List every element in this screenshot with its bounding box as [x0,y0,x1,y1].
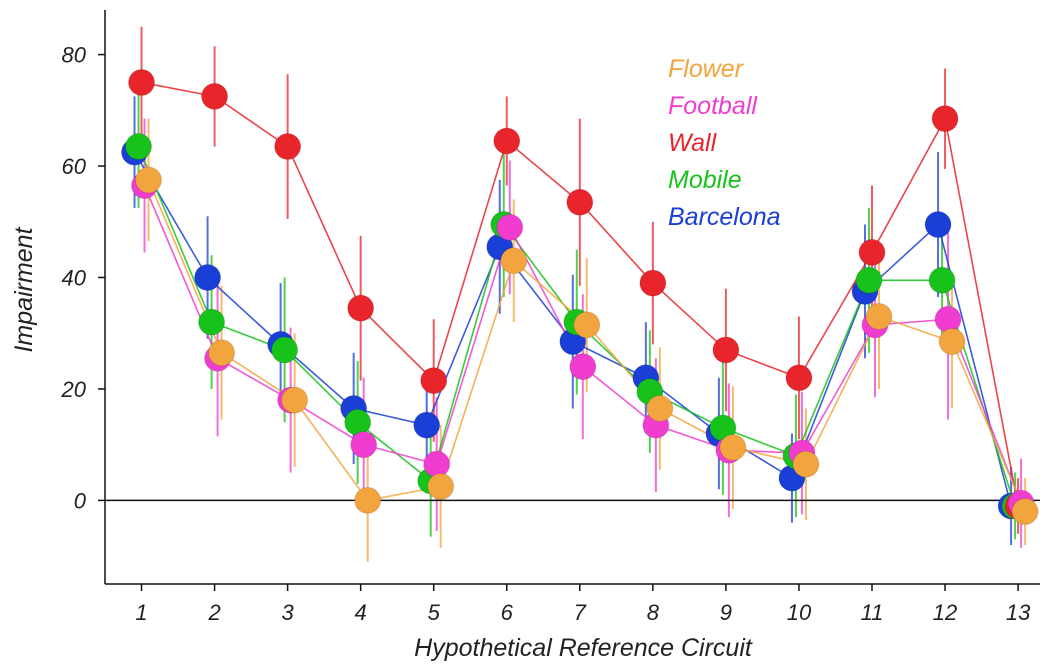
mobile-point-1 [125,133,153,161]
football-point-5 [423,450,451,478]
football-point-6 [496,213,524,241]
flower-point-11 [865,303,893,331]
barcelona-point-12 [924,211,952,239]
x-tick-label-11: 11 [861,600,884,625]
wall-point-7 [566,188,594,216]
wall-point-12 [931,105,959,133]
x-tick-label-4: 4 [355,600,367,625]
axes [98,10,1040,591]
wall-point-5 [420,367,448,395]
mobile-point-2 [198,308,226,336]
mobile-point-4 [344,408,372,436]
football-point-7 [569,353,597,381]
y-axis-label: Impairment [10,226,38,352]
football-point-4 [350,431,378,459]
x-tick-label-7: 7 [574,600,587,625]
flower-point-8 [646,394,674,422]
x-tick-label-8: 8 [647,600,660,625]
legend-entry-wall: Wall [668,129,718,157]
flower-point-13 [1011,498,1039,526]
flower-point-10 [792,450,820,478]
x-tick-label-2: 2 [207,600,220,625]
wall-point-2 [201,82,229,110]
wall-point-8 [639,269,667,297]
flower-point-9 [719,433,747,461]
barcelona-point-2 [194,263,222,291]
data-points [121,68,1039,526]
x-tick-label-1: 1 [135,600,147,625]
legend-entry-football: Football [668,92,758,120]
y-tick-label-40: 40 [62,265,87,290]
legend-entry-flower: Flower [668,55,745,83]
flower-point-7 [573,311,601,339]
flower-point-12 [938,328,966,356]
x-tick-label-9: 9 [720,600,732,625]
flower-point-1 [135,166,163,194]
mobile-point-12 [928,266,956,294]
y-tick-label-80: 80 [62,43,87,68]
y-tick-label-60: 60 [62,154,87,179]
x-tick-label-3: 3 [281,600,294,625]
football-point-12 [934,305,962,333]
mobile-point-3 [271,336,299,364]
x-tick-label-5: 5 [428,600,441,625]
wall-point-3 [274,133,302,161]
flower-point-5 [427,472,455,500]
flower-point-4 [354,486,382,514]
wall-point-10 [785,364,813,392]
wall-point-4 [347,294,375,322]
x-tick-label-10: 10 [787,600,812,625]
legend: Flower Football Wall Mobile Barcelona [668,55,781,231]
error-bars [133,26,1027,562]
x-tick-label-13: 13 [1006,600,1031,625]
flower-point-3 [281,386,309,414]
wall-point-11 [858,238,886,266]
barcelona-point-5 [413,411,441,439]
y-tick-label-0: 0 [74,488,87,513]
flower-point-6 [500,247,528,275]
legend-entry-barcelona: Barcelona [668,203,781,231]
x-tick-label-12: 12 [933,600,957,625]
wall-point-6 [493,127,521,155]
wall-point-9 [712,336,740,364]
mobile-point-11 [855,266,883,294]
x-axis-label: Hypothetical Reference Circuit [414,634,753,662]
x-tick-label-6: 6 [501,600,514,625]
flower-point-2 [208,339,236,367]
y-tick-label-20: 20 [61,377,87,402]
legend-entry-mobile: Mobile [668,166,742,194]
wall-point-1 [128,68,156,96]
